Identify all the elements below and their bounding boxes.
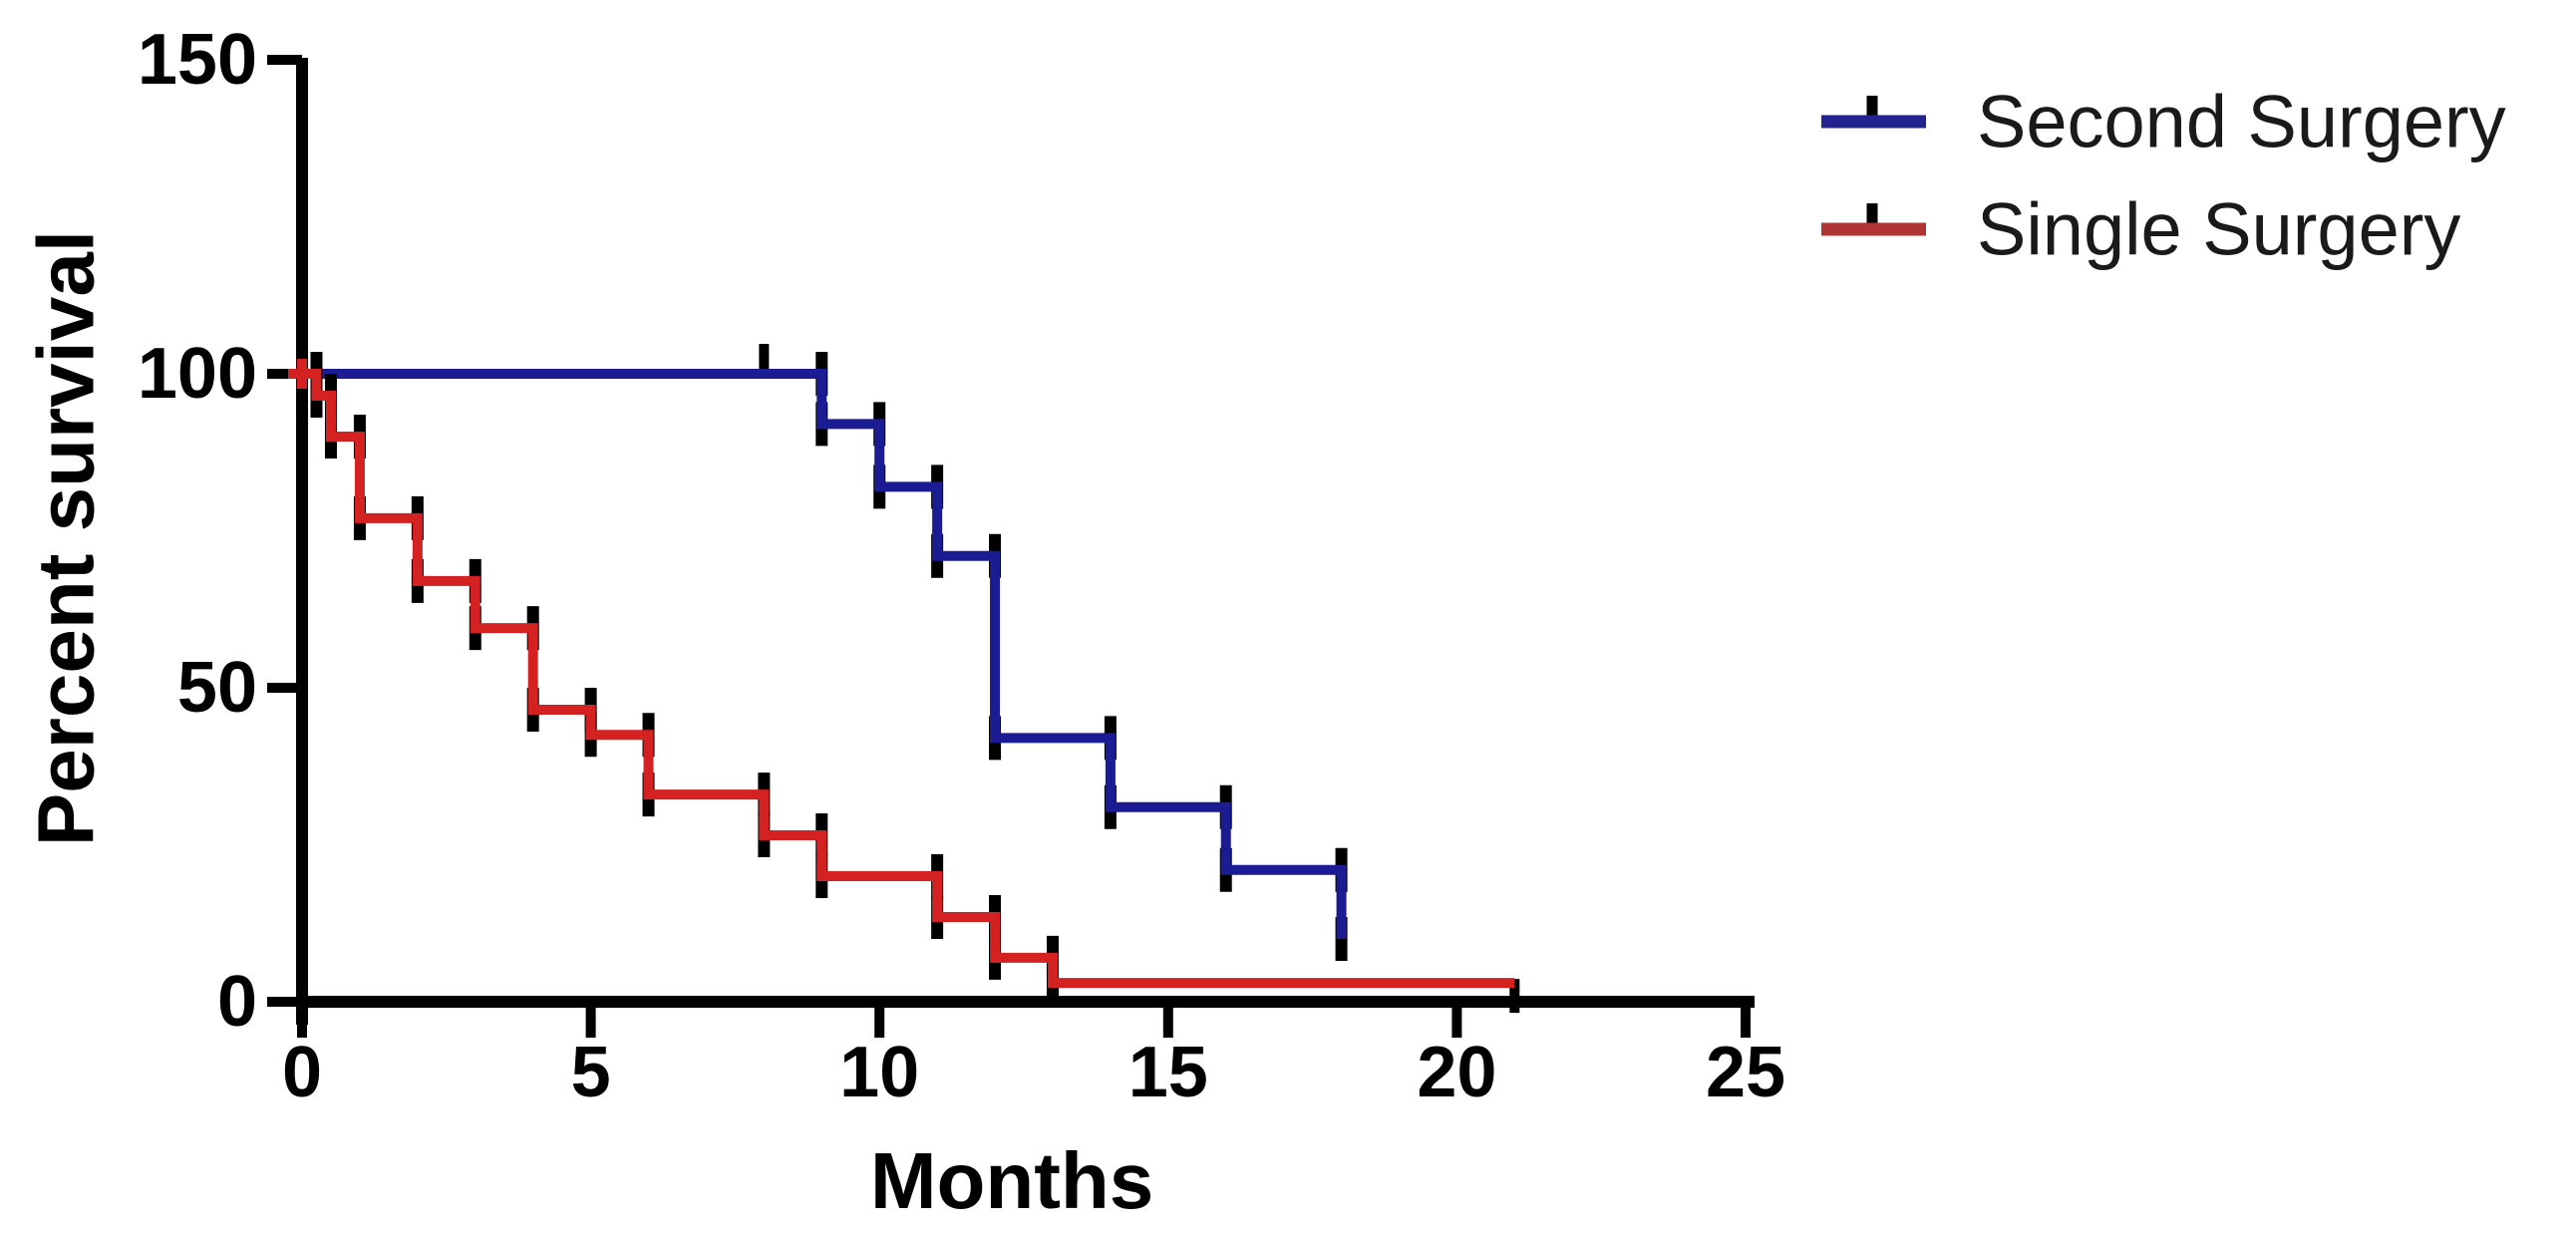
series-second-surgery [302, 344, 1348, 961]
y-tick-label: 50 [177, 648, 257, 728]
x-tick-label: 25 [1706, 1033, 1785, 1112]
y-axis-title: Percent survival [22, 230, 111, 846]
legend-label: Single Surgery [1977, 188, 2460, 271]
legend-item-second-surgery: Second Surgery [1821, 81, 2506, 163]
legend-label: Second Surgery [1977, 81, 2506, 163]
legend: Second Surgery Single Surgery [1821, 81, 2506, 271]
series-single-surgery [288, 352, 1520, 1014]
x-tick-label: 10 [839, 1033, 919, 1112]
survival-curve-second-surgery [302, 369, 1347, 939]
survival-curve-single-surgery [302, 369, 1515, 989]
x-axis-title: Months [870, 1136, 1153, 1225]
x-tick-label: 15 [1128, 1033, 1208, 1112]
y-tick-label: 0 [217, 962, 257, 1042]
x-tick-label: 0 [282, 1033, 322, 1112]
axes: 0 50 100 150 0 5 10 15 20 25 Percent survival Month… [22, 20, 1786, 1225]
x-tick-label: 5 [571, 1033, 611, 1112]
legend-item-single-surgery: Single Surgery [1821, 188, 2460, 271]
y-tick-label: 100 [138, 334, 257, 414]
x-tick-label: 20 [1417, 1033, 1496, 1112]
y-tick-label: 150 [138, 20, 257, 100]
